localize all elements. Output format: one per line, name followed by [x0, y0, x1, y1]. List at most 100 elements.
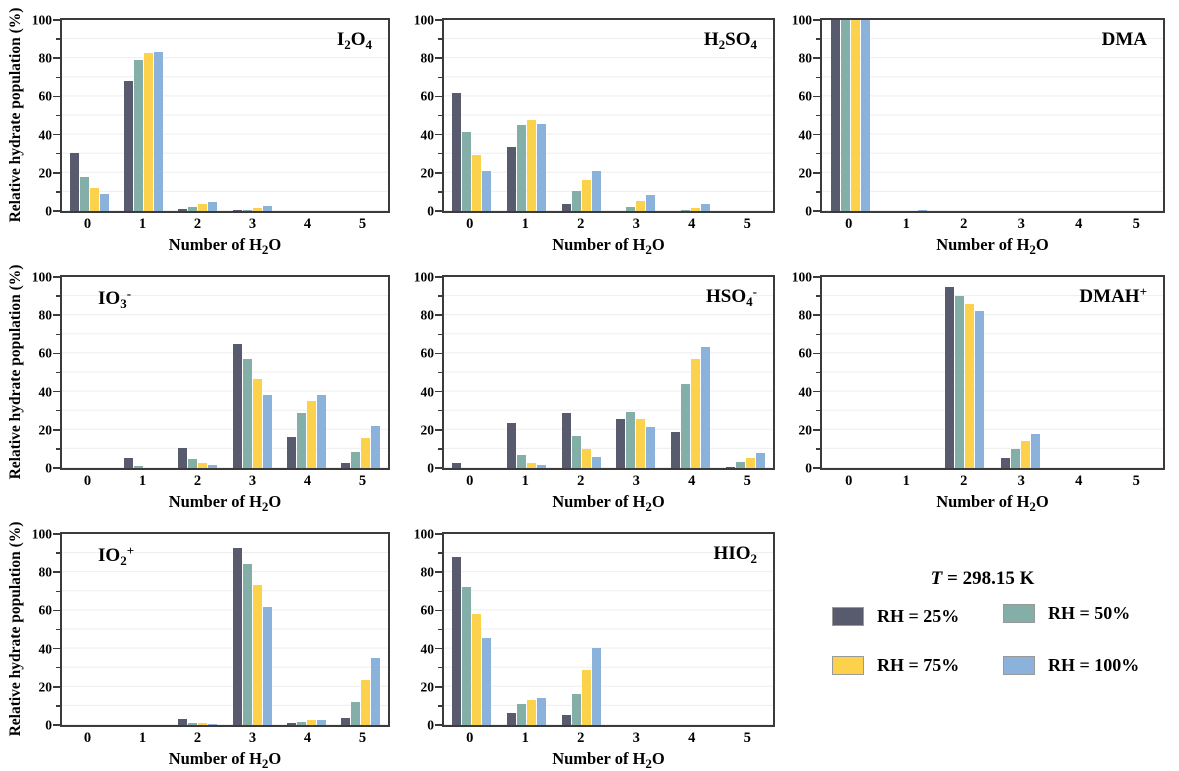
y-axis-tick	[56, 191, 60, 193]
legend-label-rh100: RH = 100%	[1048, 655, 1140, 675]
y-axis-tick	[53, 647, 60, 650]
x-tick-label: 2	[577, 473, 585, 489]
x-axis-label: Number of H2O	[442, 235, 775, 257]
text-segment: O	[651, 749, 665, 768]
bar	[296, 721, 306, 725]
plot-area-hso4: HSO4- 0 20 40 60 80 100	[414, 270, 775, 474]
bar-group-x1	[116, 277, 170, 468]
bar	[208, 724, 218, 725]
y-axis-tick	[813, 314, 820, 316]
x-tick-label: 4	[688, 216, 696, 232]
bar	[361, 438, 371, 468]
legend-item-rh75: RH = 75%	[832, 655, 959, 676]
text-segment: Number of H	[936, 492, 1030, 511]
bar	[571, 693, 581, 725]
subscript: 2	[261, 499, 269, 514]
y-axis-tick	[56, 333, 60, 336]
y-axis-tick	[53, 390, 60, 393]
y-tick-label: 40	[420, 126, 435, 142]
y-tick-label: 80	[38, 50, 53, 66]
bar	[691, 359, 701, 468]
y-axis-tick	[816, 448, 820, 450]
x-axis-label: Number of H2O	[60, 235, 390, 257]
bar	[626, 411, 636, 468]
x-tick-label: 3	[632, 473, 640, 489]
x-tick-label: 0	[83, 730, 92, 746]
y-tick-label: 80	[38, 564, 53, 580]
y-axis-tick	[435, 276, 442, 278]
x-tick-label: 5	[358, 216, 367, 232]
x-tick-label: 1	[902, 216, 910, 232]
bar	[188, 207, 198, 211]
y-tick-label: 60	[38, 602, 53, 618]
panel-io3: Relative hydrate population (%) IO3- 0 20 40…	[0, 257, 393, 514]
y-tick-label: 20	[38, 679, 53, 695]
y-axis-tick	[816, 38, 820, 40]
x-tick-label: 2	[960, 473, 968, 489]
panel-i2o4: Relative hydrate population (%) I2O4 0 20 40…	[0, 0, 393, 257]
y-tick-label: 100	[413, 12, 434, 28]
bar	[964, 303, 974, 468]
y-tick-label: 60	[420, 602, 435, 618]
panel-title-hio2: HIO2	[714, 544, 757, 565]
bar	[232, 343, 242, 468]
panel-title-h2so4: H2SO4	[704, 30, 757, 51]
text-segment: O	[268, 235, 282, 254]
bar-group-x4	[279, 277, 333, 468]
superscript: +	[126, 543, 135, 558]
x-tick-label: 4	[688, 473, 696, 489]
y-axis-tick	[56, 114, 60, 117]
y-axis-tick	[816, 191, 820, 193]
bar-group-x3	[992, 277, 1049, 468]
bar-group-x1	[499, 277, 554, 468]
bar-group-x4	[279, 534, 333, 725]
y-axis-tick	[813, 390, 820, 393]
bar	[371, 425, 381, 468]
y-axis-tick	[435, 724, 442, 726]
y-tick-label: 60	[798, 345, 813, 361]
bar-group-x5	[1106, 277, 1163, 468]
bar-group-x5	[334, 534, 388, 725]
y-tick-label: 0	[805, 460, 812, 476]
bar	[123, 458, 133, 468]
bar	[506, 147, 516, 211]
bar	[232, 548, 242, 725]
y-tick-label: 60	[420, 345, 435, 361]
x-tick-labels: 0 1 2 3 4 5	[442, 730, 775, 748]
bar	[571, 435, 581, 468]
bar-group-x1	[116, 20, 170, 211]
text-segment: Number of H	[552, 749, 646, 768]
bar-group-x0	[444, 20, 499, 211]
bar	[481, 638, 491, 725]
y-axis-tick	[435, 609, 442, 612]
bar	[974, 311, 984, 468]
legend-swatch-rh25	[832, 607, 864, 626]
y-axis-tick	[813, 467, 820, 469]
x-tick-labels: 0 1 2 3 4 5	[820, 473, 1165, 491]
plot-area-h2so4: H2SO4 0 20 40 60 80 100	[414, 13, 775, 217]
bar	[591, 456, 601, 468]
y-axis-tick	[435, 314, 442, 316]
bar-group-x0	[822, 277, 879, 468]
panel-title-io3: IO3-	[98, 287, 131, 310]
bar-group-x1	[879, 20, 936, 211]
x-tick-label: 1	[138, 473, 147, 489]
bar	[451, 556, 461, 725]
bar	[99, 193, 109, 211]
panel-dma: DMA 0 20 40 60 80 100 0 1 2 3 4 5 Number of H2O	[786, 0, 1179, 257]
legend-title-temperature-symbol: T	[930, 568, 943, 589]
bar-group-x2	[171, 534, 225, 725]
bar	[351, 451, 361, 468]
y-axis-tick	[435, 429, 442, 431]
y-axis-tick	[435, 57, 442, 59]
bar-group-x4	[1049, 20, 1106, 211]
y-tick-label: 60	[420, 88, 435, 104]
x-tick-label: 1	[521, 216, 529, 232]
bar	[736, 462, 746, 468]
bars-h2so4	[444, 20, 773, 211]
text-segment: O	[268, 492, 282, 511]
text-segment: O	[268, 749, 282, 768]
y-axis-tick	[438, 705, 442, 707]
bar	[252, 208, 262, 211]
subscript: 2	[1029, 499, 1036, 514]
